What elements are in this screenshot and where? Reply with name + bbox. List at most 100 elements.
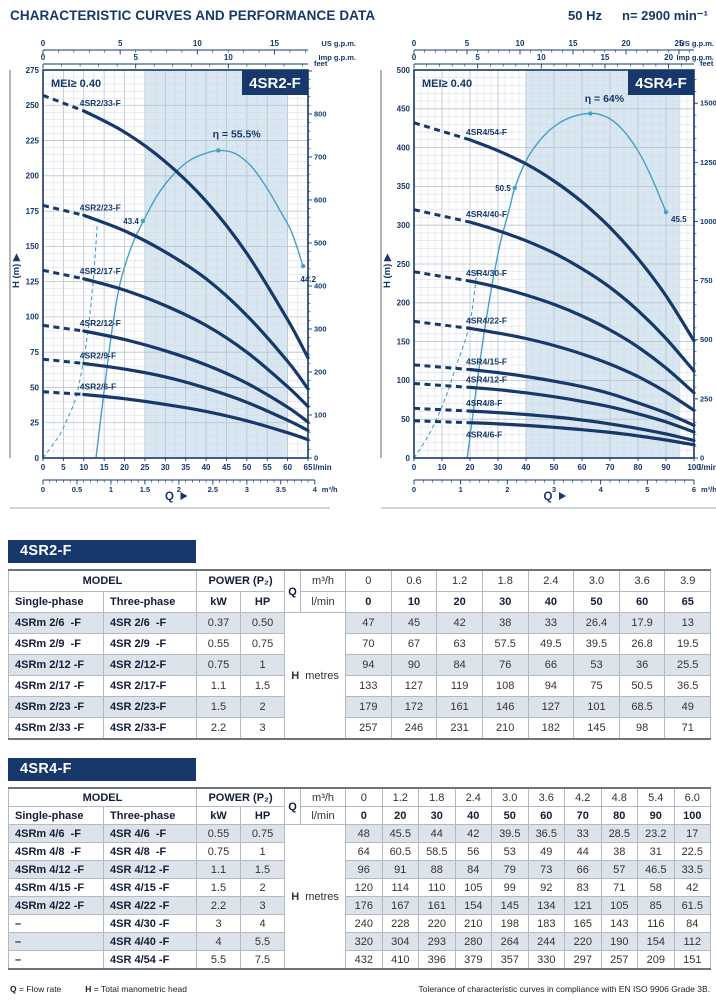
h-value-cell: 84: [454, 860, 493, 879]
footer-h-label: H: [85, 984, 92, 994]
model-single-cell: 4SRm 2/17 -F: [8, 675, 104, 697]
h-value-cell: 220: [564, 932, 602, 951]
h-value-cell: 73: [527, 860, 566, 879]
h-value-cell: 42: [673, 878, 712, 897]
h-label: H: [291, 890, 300, 903]
model-single-cell: 4SRm 4/22 -F: [8, 896, 104, 915]
characteristic-curves-charts: η = 55.5%43.444.24SR2/33-F4SR2/23-F4SR2/…: [9, 39, 716, 509]
lmin-axis-title: l/min: [313, 463, 332, 472]
h-value-cell: 58.5: [418, 842, 456, 861]
pump-curve-4SR4/8-F: [468, 409, 696, 443]
h-value-cell: 70: [345, 633, 392, 655]
h-value-cell: 94: [527, 675, 575, 697]
model-single-cell: 4SRm 2/33 -F: [8, 717, 104, 740]
m3h-axis-title: m³/h: [322, 485, 338, 494]
h-value-cell: 49: [664, 696, 712, 718]
m3h-tick-label: 3.5: [276, 485, 286, 494]
h-value-cell: 105: [600, 896, 639, 915]
m3h-tick-label: 3: [245, 485, 249, 494]
power-hp-cell: 5.5: [240, 932, 286, 951]
power-kw-cell: 1.1: [196, 675, 242, 697]
lmin-tick-label: 100: [687, 463, 701, 472]
pump-curve-4SR4/54-F: [468, 138, 696, 343]
power-kw-cell: 1.5: [196, 878, 242, 897]
y-axis-tick-label: 500: [397, 66, 411, 75]
us-gpm-axis-title: US g.p.m.: [321, 39, 356, 48]
model-single-cell: 4SRm 2/23 -F: [8, 696, 104, 718]
h-value-cell: 105: [454, 878, 493, 897]
h-value-cell: 71: [664, 717, 712, 740]
q-lmin-value: 40: [454, 806, 493, 825]
h-value-cell: 19.5: [664, 633, 712, 655]
efficiency-annotation: 45.5: [671, 215, 687, 224]
h-value-cell: 66: [527, 654, 575, 676]
lmin-tick-label: 80: [634, 463, 643, 472]
h-value-cell: 38: [481, 612, 529, 634]
hp-header: HP: [240, 806, 286, 825]
h-value-cell: 101: [573, 696, 620, 718]
curve-label: 4SR4/15-F: [466, 357, 507, 367]
pump-curve-dashed-4SR2/33-F: [42, 93, 85, 113]
frequency-label: 50 Hz: [568, 8, 603, 23]
h-value-cell: 198: [491, 914, 529, 933]
imp-gpm-axis-title: Imp g.p.m.: [319, 53, 357, 62]
curve-label: 4SR4/54-F: [466, 127, 507, 137]
mei-label: MEI≥ 0.40: [422, 78, 472, 90]
kw-header: kW: [196, 806, 242, 825]
q-m3h-value: 1.8: [418, 787, 456, 807]
imp-gpm-axis-title: Imp g.p.m.: [677, 53, 715, 62]
lmin-tick-label: 35: [181, 463, 190, 472]
h-value-cell: 98: [618, 717, 666, 740]
q-lmin-value: 65: [664, 591, 712, 613]
model-three-cell: 4SR 2/6 -F: [102, 612, 198, 634]
pump-curve-dashed-4SR4/30-F: [413, 270, 471, 283]
m3h-unit-label: m³/h: [300, 787, 347, 807]
h-value-cell: 63: [436, 633, 483, 655]
h-value-cell: 293: [418, 932, 456, 951]
q-m3h-value: 3.6: [618, 569, 666, 592]
h-value-cell: 26.4: [573, 612, 620, 634]
lmin-tick-label: 25: [140, 463, 149, 472]
footer-legend: Q = Flow rate H = Total manometric head: [10, 984, 187, 994]
h-value-cell: 210: [481, 717, 529, 740]
power-kw-cell: 5.5: [196, 950, 242, 970]
q-lmin-value: 60: [527, 806, 566, 825]
power-hp-cell: 0.75: [240, 824, 286, 843]
q-m3h-value: 3.0: [491, 787, 529, 807]
model-single-cell: 4SRm 4/6 -F: [8, 824, 104, 843]
q-m3h-value: 5.4: [637, 787, 675, 807]
h-value-cell: 94: [345, 654, 392, 676]
chart-4SR2-F: η = 55.5%43.444.24SR2/33-F4SR2/23-F4SR2/…: [9, 39, 357, 509]
m3h-tick-label: 6: [692, 485, 696, 494]
chart-badge-label: 4SR2-F: [249, 75, 301, 92]
h-metres-label: H metres: [284, 824, 347, 970]
power-kw-cell: 3: [196, 914, 242, 933]
power-kw-cell: 0.75: [196, 842, 242, 861]
feet-tick-label: 400: [314, 281, 327, 290]
model-three-cell: 4SR 2/9 -F: [102, 633, 198, 655]
h-value-cell: 330: [527, 950, 566, 970]
table-data-row: 4SRm 2/6 -F 4SR 2/6 -F 0.37 0.50 H metres 47 4…: [8, 612, 712, 740]
h-value-cell: 56: [454, 842, 493, 861]
h-value-cell: 257: [600, 950, 639, 970]
lmin-tick-label: 90: [662, 463, 671, 472]
h-value-cell: 110: [418, 878, 456, 897]
h-value-cell: 49.5: [527, 633, 575, 655]
h-value-cell: 146: [481, 696, 529, 718]
model-single-cell: 4SRm 2/6 -F: [8, 612, 104, 634]
three-phase-header: Three-phase: [102, 806, 198, 825]
lmin-tick-label: 70: [606, 463, 615, 472]
lmin-tick-label: 60: [283, 463, 292, 472]
q-m3h-value: 0.6: [390, 569, 438, 592]
table-data-row: 4SRm 4/12 -F 4SR 4/12 -F 1.1 1.5 96 91 88 84 79 7…: [8, 860, 712, 879]
lmin-unit-label: l/min: [300, 591, 347, 613]
pump-curve-4SR4/30-F: [468, 279, 696, 395]
efficiency-annotation: 43.4: [123, 217, 139, 226]
h-value-cell: 45.5: [381, 824, 420, 843]
curve-label: 4SR4/22-F: [466, 315, 507, 325]
table-data-row: 4SRm 2/12 -F 4SR 2/12-F 0.75 1 94 90 84 76 66 53 3…: [8, 654, 712, 676]
footer-tolerance: Tolerance of characteristic curves in co…: [418, 984, 711, 994]
lmin-tick-label: 20: [466, 463, 475, 472]
